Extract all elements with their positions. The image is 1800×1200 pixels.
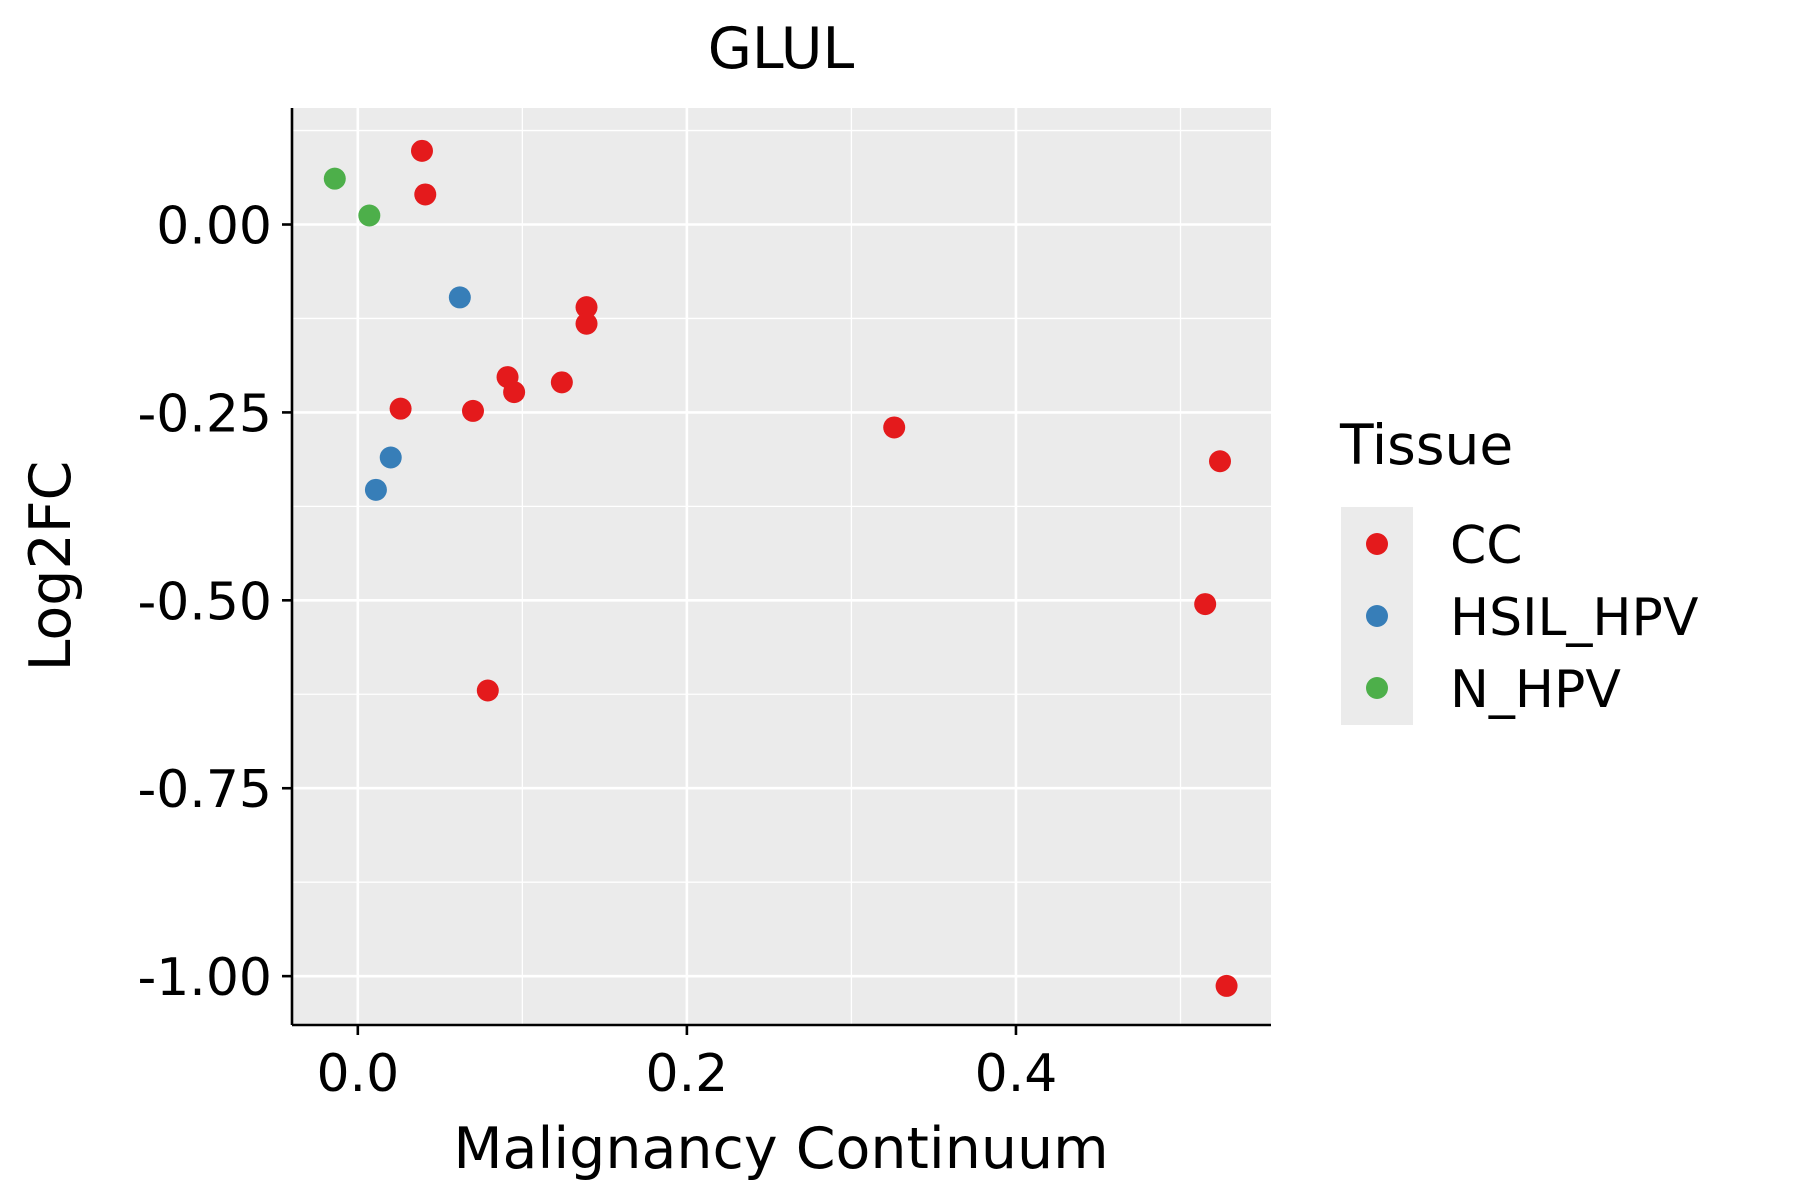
y-tick-label-0: 0.00 bbox=[156, 197, 272, 257]
chart-title: GLUL bbox=[708, 16, 855, 82]
legend-marker-cc bbox=[1366, 533, 1388, 555]
point-hsil-hpv-2 bbox=[364, 478, 387, 501]
point-cc-10 bbox=[883, 416, 906, 439]
y-tick-label-2: -0.50 bbox=[137, 572, 272, 632]
legend: Tissue CC HSIL_HPV N_HPV bbox=[1339, 413, 1699, 725]
point-cc-8 bbox=[575, 296, 598, 319]
legend-label-cc: CC bbox=[1450, 516, 1523, 576]
x-tick-label-2: 0.4 bbox=[975, 1044, 1058, 1104]
point-cc-1 bbox=[414, 183, 437, 206]
point-cc-2 bbox=[389, 397, 412, 420]
y-axis-ticks: 0.00 -0.25 -0.50 -0.75 -1.00 bbox=[137, 197, 292, 1008]
y-axis-title: Log2FC bbox=[18, 461, 84, 672]
point-hsil-hpv-0 bbox=[448, 286, 471, 309]
point-cc-12 bbox=[1208, 450, 1231, 473]
x-axis-title: Malignancy Continuum bbox=[453, 1116, 1108, 1182]
point-cc-4 bbox=[476, 679, 499, 702]
point-n-hpv-0 bbox=[323, 167, 346, 190]
grid-major-lines bbox=[292, 108, 1271, 1025]
x-tick-label-0: 0.0 bbox=[316, 1044, 399, 1104]
x-tick-label-1: 0.2 bbox=[646, 1044, 729, 1104]
point-cc-0 bbox=[410, 139, 433, 162]
legend-entries: CC HSIL_HPV N_HPV bbox=[1366, 516, 1699, 720]
point-cc-9 bbox=[575, 312, 598, 335]
point-hsil-hpv-1 bbox=[379, 446, 402, 469]
y-tick-label-3: -0.75 bbox=[137, 760, 272, 820]
y-tick-label-1: -0.25 bbox=[137, 384, 272, 444]
point-cc-6 bbox=[503, 381, 526, 404]
legend-label-n-hpv: N_HPV bbox=[1450, 660, 1621, 720]
point-cc-11 bbox=[1194, 593, 1217, 616]
legend-marker-n-hpv bbox=[1366, 677, 1388, 699]
legend-marker-hsil-hpv bbox=[1366, 605, 1388, 627]
x-axis-ticks: 0.0 0.2 0.4 bbox=[316, 1025, 1057, 1104]
point-cc-7 bbox=[550, 371, 573, 394]
data-points bbox=[323, 139, 1238, 997]
point-cc-13 bbox=[1215, 974, 1238, 997]
plot-panel-background bbox=[292, 108, 1271, 1025]
legend-label-hsil-hpv: HSIL_HPV bbox=[1450, 588, 1699, 648]
y-tick-label-4: -1.00 bbox=[137, 948, 272, 1008]
point-n-hpv-1 bbox=[358, 204, 381, 227]
grid-minor-lines bbox=[292, 108, 1271, 1025]
legend-title: Tissue bbox=[1339, 413, 1513, 477]
point-cc-3 bbox=[461, 399, 484, 422]
